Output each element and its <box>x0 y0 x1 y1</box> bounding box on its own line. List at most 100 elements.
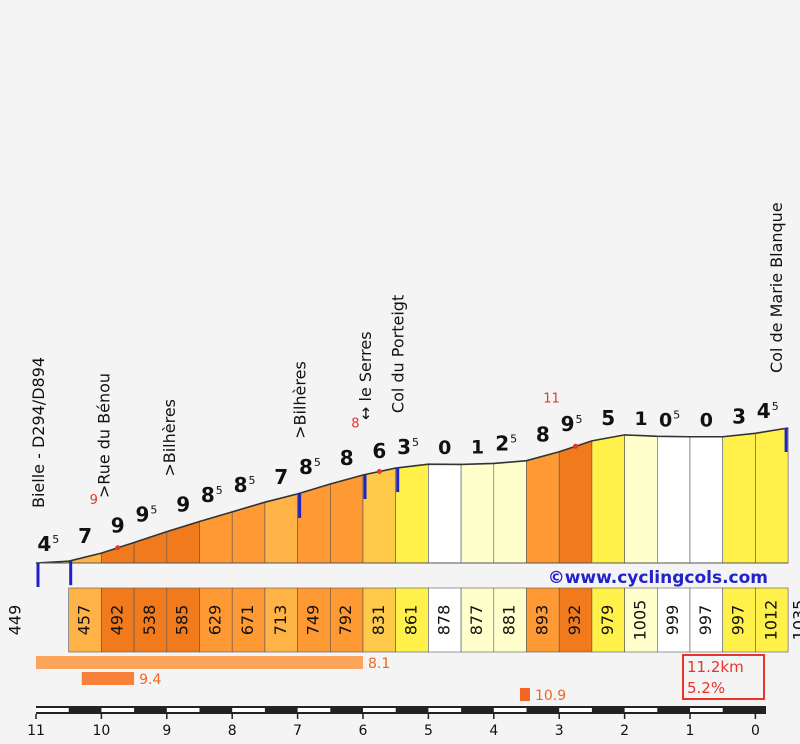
km-scale-half <box>624 708 658 712</box>
altitude-label: 538 <box>140 605 159 636</box>
altitude-label: 878 <box>434 605 453 636</box>
gradient-label-fraction: 5 <box>52 533 59 546</box>
gradient-label: 6 <box>372 439 386 463</box>
max-gradient-label: 8 <box>351 417 359 432</box>
km-axis: 11 10 9 8 7 6 5 4 3 2 1 0 <box>27 706 766 739</box>
altitude-cell <box>68 587 102 653</box>
gradient-band <box>493 460 527 564</box>
gradient-label: 7 <box>274 465 288 489</box>
altitude-label: 979 <box>598 605 617 636</box>
km-scale-half <box>101 708 135 712</box>
altitude-cell <box>656 587 691 653</box>
gradient-band <box>624 434 658 564</box>
summary-box: 11.2km 5.2% <box>682 654 765 700</box>
site-credit[interactable]: ©www.cyclingcols.com <box>548 568 768 588</box>
km-scale-half <box>363 708 396 712</box>
altitude-cell <box>133 587 168 653</box>
gradient-label: 7 <box>78 524 92 548</box>
altitude-label: 831 <box>369 605 388 636</box>
landmark-label: ↔ le Serres <box>356 331 375 420</box>
gradient-label-fraction: 5 <box>673 408 680 421</box>
steep-section-bar <box>81 672 135 685</box>
gradient-band <box>329 474 364 564</box>
altitude-cell <box>166 587 200 653</box>
gradient-band <box>460 463 495 564</box>
altitude-cell <box>362 587 397 653</box>
gradient-band <box>428 463 462 564</box>
km-scale-bar <box>36 706 766 714</box>
altitude-label: 999 <box>663 605 682 636</box>
gradient-band <box>591 434 625 564</box>
gradient-label: 35 <box>397 435 419 459</box>
gradient-label: 85 <box>201 483 223 507</box>
gradient-band <box>297 483 331 564</box>
gradient-label: 9 <box>176 493 190 517</box>
km-tick-label: 0 <box>751 723 760 739</box>
profile-outline <box>35 427 789 564</box>
altitude-label: 997 <box>729 605 748 636</box>
gradient-label: 0 <box>700 410 713 432</box>
km-scale-half <box>428 708 462 712</box>
altitude-label: 1005 <box>630 600 649 641</box>
gradient-label-fraction: 5 <box>249 474 256 487</box>
steep-sections: 8.1 9.4 10.9 <box>36 656 566 704</box>
altitude-label: 585 <box>173 605 192 636</box>
gradient-bands <box>35 427 789 564</box>
landmark-label: Col de Marie Blanque <box>767 202 786 373</box>
landmark-label: >Bilhères <box>291 361 310 439</box>
gradient-label-fraction: 5 <box>216 484 223 497</box>
gradient-label: 95 <box>135 503 157 527</box>
km-tick-label: 4 <box>489 723 498 739</box>
gradient-band <box>362 467 397 564</box>
landmark-label: Col du Porteigt <box>389 295 408 413</box>
altitude-label: 881 <box>500 605 519 636</box>
altitude-label: 449 <box>6 605 25 636</box>
altitude-cell <box>199 587 233 653</box>
altitude-label: 1035 <box>790 600 800 641</box>
landmark-label: >Rue du Bénou <box>94 373 113 498</box>
altitude-label: 997 <box>696 605 715 636</box>
altitude-label: 671 <box>238 605 257 636</box>
km-scale-half <box>36 708 69 712</box>
km-scale-half <box>297 708 331 712</box>
gradient-label-fraction: 5 <box>314 456 321 469</box>
gradient-label: 45 <box>757 399 779 423</box>
altitude-label: 877 <box>467 605 486 636</box>
profile-line <box>35 427 789 564</box>
gradient-band <box>558 440 593 564</box>
max-gradient-dot <box>376 469 382 475</box>
landmark-label: >Bilhères <box>160 399 179 477</box>
summary-gradient: 5.2% <box>687 679 725 697</box>
km-tick-label: 6 <box>359 723 368 739</box>
km-scale-half <box>166 708 200 712</box>
altitude-cell <box>297 587 331 653</box>
km-tick-label: 1 <box>686 723 695 739</box>
gradient-label: 0 <box>438 437 451 459</box>
km-tick-label: 7 <box>293 723 302 739</box>
km-tick-label: 9 <box>162 723 171 739</box>
altitude-cell <box>755 587 789 653</box>
gradient-label-fraction: 5 <box>150 504 157 517</box>
altitude-cell <box>591 587 625 653</box>
landmark-label: Bielle - D294/D894 <box>29 357 48 508</box>
altitude-label: 861 <box>402 605 421 636</box>
km-tick-label: 11 <box>27 723 45 739</box>
steep-section-label: 8.1 <box>368 656 390 672</box>
gradient-band <box>264 493 298 564</box>
km-scale-half <box>559 708 592 712</box>
gradient-label: 25 <box>495 432 517 456</box>
gradient-band <box>722 432 756 564</box>
gradient-label-fraction: 5 <box>576 413 583 426</box>
altitude-cell <box>101 587 135 653</box>
gradient-band <box>166 521 200 564</box>
km-tick-label: 8 <box>228 723 237 739</box>
gradient-label: 85 <box>234 473 256 497</box>
altitude-label: 713 <box>271 605 290 636</box>
gradient-band <box>526 451 560 564</box>
gradient-label: 8 <box>536 423 550 447</box>
gradient-label: 3 <box>732 404 746 428</box>
gradient-band <box>689 436 724 564</box>
steep-section-label: 10.9 <box>535 688 566 704</box>
gradient-label: 85 <box>299 455 321 479</box>
km-tick-label: 10 <box>92 723 110 739</box>
